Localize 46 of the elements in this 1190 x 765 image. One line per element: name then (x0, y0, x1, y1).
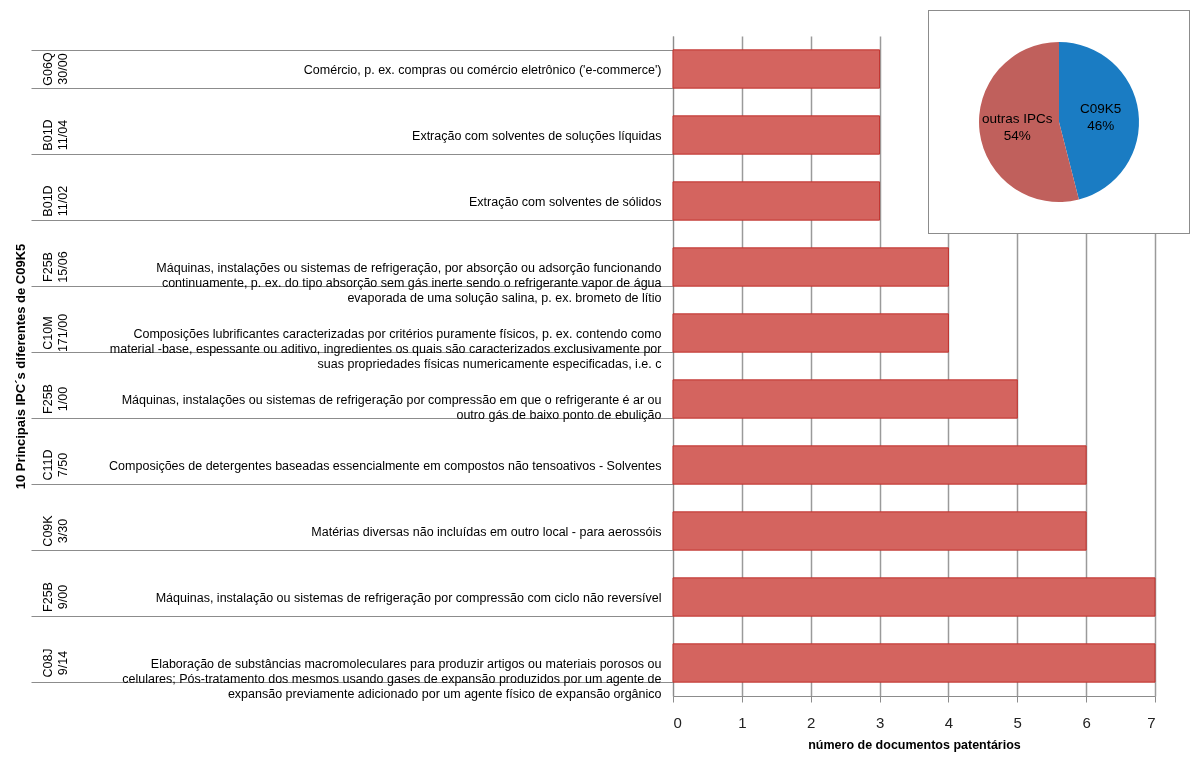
x-tick-label: 1 (738, 713, 747, 731)
bar (672, 247, 949, 287)
bar (672, 445, 1087, 485)
pie-slice (979, 42, 1079, 202)
pie-slice (1059, 42, 1139, 200)
y-tick-label: Composições de detergentes baseadas essencialmente em compostos não tensoativos - Solventes (109, 458, 662, 473)
bar (672, 577, 1156, 617)
text: C08J 9/14 (41, 648, 70, 678)
y-tick-label: Elaboração de substâncias macromoleculares para produzir artigos ou materiais porosos ou celulares; Pós-tratamento dos mesmos usando gases de expansão produzidos por um agente de expansão previamente adicionado por um agente físico de expansão orgânico (122, 656, 662, 701)
y-tick-label: Composições lubrificantes caracterizadas por critérios puramente físicos, p. ex. contendo como material -base, espessante ou aditivo, ingredientes os quais são caracterizados exclusivamente por suas propriedades físicas numericamente especificadas, i.e. c (109, 326, 662, 371)
y-tick-label: Extração com solventes de sólidos (469, 194, 662, 209)
slice-label: C09K5 (1080, 100, 1122, 116)
y-axis-title: 10 Principais IPC´s diferentes de C09K5 (12, 243, 28, 490)
bar (672, 49, 881, 89)
data-label: 46% (1087, 117, 1115, 133)
y-tick-label: Máquinas, instalações ou sistemas de refrigeração, por absorção ou adsorção funcionando continuamente, p. ex. do tipo absorção sem gás inerte sendo o refrigerante vapor de água evaporada de uma solução salina, p. ex. brometo de lítio (156, 260, 662, 305)
text: C11D 7/50 (41, 449, 70, 481)
x-axis-title: número de documentos patentários (808, 737, 1021, 752)
x-tick-label: 7 (1147, 713, 1156, 731)
bar (672, 643, 1156, 683)
text: F25B 9/00 (41, 582, 70, 612)
bar (672, 511, 1087, 551)
bar (672, 115, 881, 155)
text: G06Q 30/00 (41, 52, 70, 86)
text: B01D 11/02 (41, 185, 70, 217)
text: F25B 15/06 (41, 251, 70, 283)
text: F25B 1/00 (41, 384, 70, 414)
bar (672, 181, 881, 221)
y-tick-label: Máquinas, instalações ou sistemas de refrigeração por compressão em que o refrigerante é ar ou outro gás de baixo ponto de ebulição (121, 392, 662, 422)
text: B01D 11/04 (41, 119, 70, 151)
y-tick-label: Máquinas, instalação ou sistemas de refrigeração por compressão com ciclo não reversível (155, 590, 662, 605)
text: C10M 171/00 (41, 313, 70, 353)
x-tick-label: 4 (944, 713, 954, 731)
bar (672, 379, 1018, 419)
x-tick-label: 3 (875, 713, 885, 731)
text: C09K 3/30 (41, 514, 70, 547)
data-label: 54% (1003, 128, 1031, 144)
x-tick-label: 2 (807, 713, 816, 731)
y-tick-label: Matérias diversas não incluídas em outro local - para aerossóis (311, 524, 662, 539)
y-tick-label: Extração com solventes de soluções líquidas (412, 128, 662, 143)
x-tick-label: 6 (1082, 713, 1091, 731)
y-tick-label: Comércio, p. ex. compras ou comércio eletrônico ('e-commerce') (303, 62, 662, 77)
x-tick-label: 5 (1013, 713, 1022, 731)
slice-label: outras IPCs (982, 111, 1053, 127)
bar (672, 313, 949, 353)
x-tick-label: 0 (673, 713, 682, 731)
